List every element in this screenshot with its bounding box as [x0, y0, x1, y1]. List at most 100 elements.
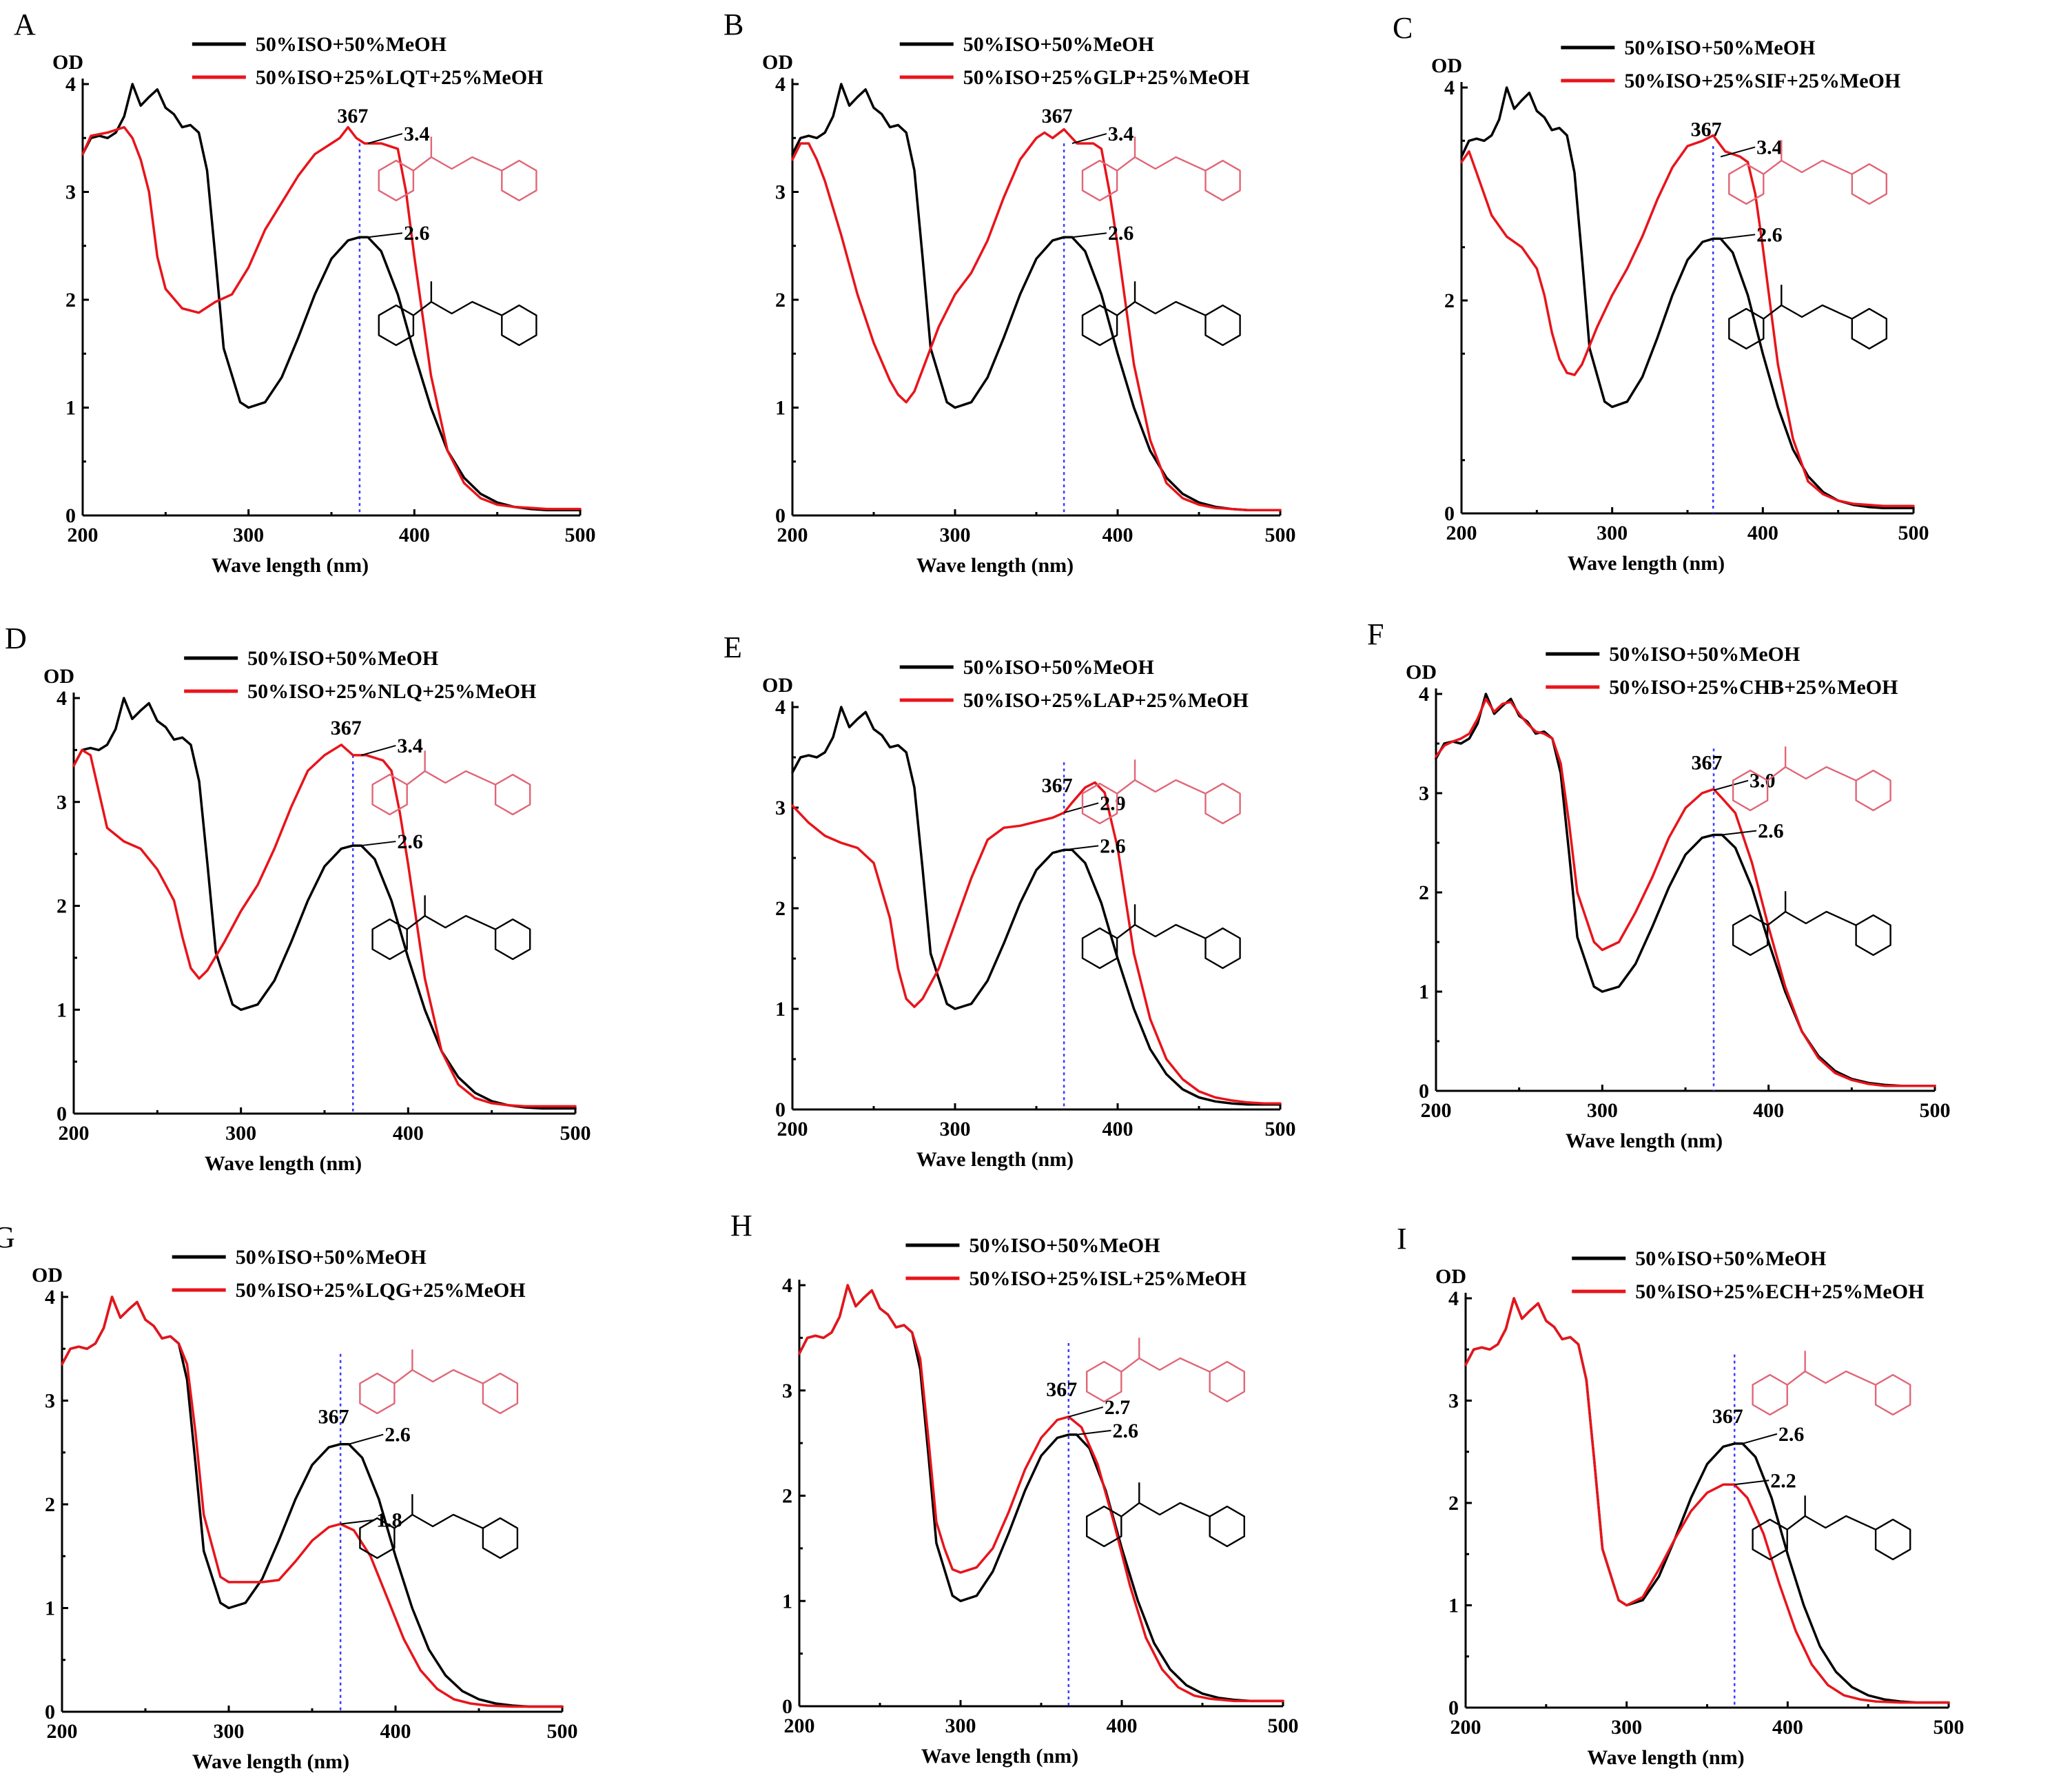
y-tick-label: 3 — [782, 1380, 792, 1402]
y-tick-label: 2 — [1419, 881, 1429, 904]
structure-compound — [1728, 140, 1888, 205]
value-label: 2.2 — [1770, 1469, 1796, 1492]
chain — [1120, 1357, 1211, 1373]
x-axis-title: Wave length (nm) — [212, 554, 369, 577]
structure-iso — [1732, 891, 1891, 956]
x-tick-label: 300 — [233, 524, 264, 546]
y-tick-label: 4 — [57, 687, 67, 710]
x-axis-title: Wave length (nm) — [916, 1148, 1074, 1171]
structure-compound — [1085, 1338, 1246, 1403]
ring-b — [1204, 927, 1241, 970]
legend-label: 50%ISO+50%MeOH — [969, 1234, 1160, 1257]
peak-label: 367 — [1712, 1405, 1743, 1428]
panel-d: D 0 1 2 3 4 200 300 400 500 OD Wave length (nm) 367 3… — [5, 622, 591, 1175]
ring-a — [1081, 159, 1118, 202]
chain — [407, 770, 496, 786]
x-axis-title: Wave length (nm) — [916, 554, 1074, 577]
ring-a — [1081, 304, 1118, 347]
chain — [1767, 766, 1856, 781]
ring-b — [482, 1372, 519, 1415]
y-tick-label: 2 — [1444, 289, 1455, 312]
structure-iso — [1081, 904, 1241, 970]
value-leader — [367, 232, 403, 238]
x-tick-label: 500 — [565, 524, 596, 546]
value-label: 3.4 — [404, 123, 430, 145]
series-line-2 — [791, 127, 1282, 511]
panel-letter: H — [730, 1209, 752, 1242]
y-tick-label: 2 — [775, 289, 786, 311]
ring-b — [1204, 782, 1241, 825]
x-tick-label: 300 — [225, 1122, 256, 1145]
x-tick-label: 400 — [393, 1122, 424, 1145]
y-tick-label: 0 — [782, 1695, 792, 1718]
peak-label: 367 — [1046, 1378, 1077, 1401]
ring-b — [1874, 1518, 1911, 1561]
panel-h: H 0 1 2 3 4 200 300 400 500 Wave length (nm) 367 2.7… — [730, 1209, 1299, 1768]
y-tick-label: 2 — [57, 895, 67, 918]
x-tick-label: 500 — [1898, 522, 1929, 544]
series-line-1 — [1464, 1297, 1950, 1704]
chain — [1787, 1370, 1876, 1386]
series-line-1 — [81, 83, 582, 511]
series-line-2 — [791, 781, 1282, 1105]
structure-compound — [378, 136, 537, 202]
y-tick-label: 2 — [1448, 1492, 1459, 1515]
y-tick-label: 3 — [1448, 1390, 1459, 1413]
legend-label: 50%ISO+25%ECH+25%MeOH — [1635, 1280, 1924, 1303]
y-tick-label: 1 — [1448, 1595, 1459, 1617]
legend-label: 50%ISO+50%MeOH — [1609, 643, 1800, 666]
legend-label: 50%ISO+50%MeOH — [236, 1246, 427, 1269]
value-leader — [1071, 232, 1107, 238]
panel-b: B 0 1 2 3 4 200 300 400 500 OD Wave length (nm) 367 3… — [724, 8, 1296, 577]
y-tick-label: 4 — [775, 73, 786, 96]
y-axis-title: OD — [52, 51, 83, 74]
value-leader — [1734, 1480, 1770, 1486]
value-leader — [348, 1433, 384, 1445]
series-line-1 — [61, 1296, 564, 1708]
value-leader — [340, 1519, 376, 1525]
value-label: 3.4 — [1108, 123, 1134, 145]
y-tick-label: 0 — [1419, 1080, 1429, 1103]
ring-a — [378, 304, 415, 347]
x-tick-label: 300 — [1587, 1099, 1618, 1122]
legend-label: 50%ISO+25%NLQ+25%MeOH — [247, 680, 536, 703]
value-label: 2.6 — [1758, 819, 1784, 842]
x-tick-label: 300 — [1611, 1716, 1642, 1739]
x-tick-label: 400 — [380, 1720, 411, 1743]
y-tick-label: 3 — [1419, 782, 1429, 805]
x-axis-title: Wave length (nm) — [1587, 1746, 1744, 1769]
ring-a — [1085, 1360, 1122, 1403]
value-label: 2.9 — [1100, 792, 1126, 815]
y-axis-title: OD — [762, 51, 793, 74]
y-axis-title: OD — [1431, 54, 1462, 77]
value-label: 2.6 — [404, 222, 430, 245]
value-leader — [1742, 1433, 1778, 1444]
series-line-1 — [798, 1284, 1284, 1703]
y-tick-label: 2 — [775, 897, 786, 920]
y-tick-label: 0 — [1448, 1697, 1459, 1719]
value-leader — [367, 133, 403, 145]
x-tick-label: 300 — [214, 1720, 245, 1743]
x-tick-label: 500 — [1265, 1118, 1296, 1140]
panel-c: C 0 2 4 200 300 400 500 OD Wave length (nm) 367 3.4… — [1393, 11, 1929, 575]
value-label: 2.6 — [397, 830, 423, 853]
chain — [407, 914, 496, 930]
series-line-2 — [61, 1296, 564, 1708]
value-label: 3.4 — [1756, 136, 1783, 158]
x-tick-label: 400 — [1102, 524, 1134, 546]
y-tick-label: 4 — [1419, 683, 1429, 706]
y-axis-title: OD — [32, 1264, 63, 1287]
ring-b — [494, 918, 531, 961]
ring-b — [1874, 1373, 1911, 1416]
y-tick-label: 0 — [775, 1098, 786, 1121]
value-leader — [361, 744, 396, 756]
y-tick-label: 3 — [57, 791, 67, 814]
x-axis-title: Wave length (nm) — [205, 1152, 362, 1175]
value-leader — [1713, 779, 1749, 791]
value-leader — [1068, 1406, 1104, 1418]
value-leader — [361, 841, 396, 847]
y-axis-title: OD — [762, 674, 793, 697]
value-leader — [1071, 133, 1107, 145]
